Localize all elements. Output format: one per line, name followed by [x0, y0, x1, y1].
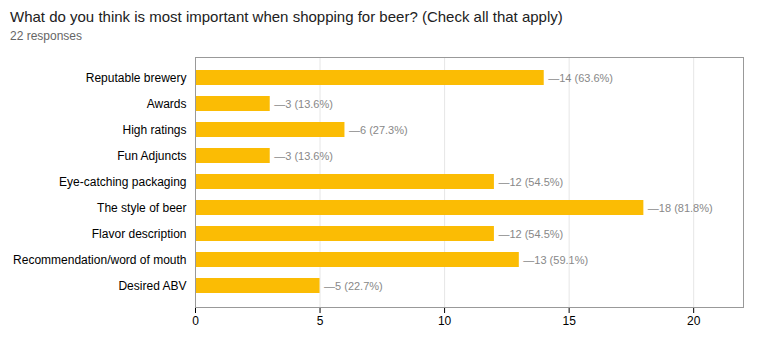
svg-text:—12 (54.5%): —12 (54.5%): [498, 176, 563, 188]
svg-text:—6 (27.3%): —6 (27.3%): [349, 124, 408, 136]
svg-text:Awards: Awards: [147, 97, 187, 111]
svg-text:5: 5: [317, 314, 324, 328]
svg-text:Desired ABV: Desired ABV: [118, 279, 186, 293]
svg-text:Fun Adjuncts: Fun Adjuncts: [117, 149, 186, 163]
svg-text:—5 (22.7%): —5 (22.7%): [324, 280, 383, 292]
html-text:22 responses: 22 responses: [10, 29, 82, 43]
svg-text:15: 15: [562, 314, 576, 328]
svg-text:The style of beer: The style of beer: [97, 201, 186, 215]
svg-text:20: 20: [687, 314, 701, 328]
svg-text:—3 (13.6%): —3 (13.6%): [274, 150, 333, 162]
svg-text:—12 (54.5%): —12 (54.5%): [498, 228, 563, 240]
svg-text:—13 (59.1%): —13 (59.1%): [523, 254, 588, 266]
svg-text:—3 (13.6%): —3 (13.6%): [274, 98, 333, 110]
svg-text:Flavor description: Flavor description: [92, 227, 187, 241]
svg-text:Reputable brewery: Reputable brewery: [86, 71, 187, 85]
svg-text:10: 10: [438, 314, 452, 328]
svg-text:Recommendation/word of mouth: Recommendation/word of mouth: [13, 253, 186, 267]
svg-text:Eye-catching packaging: Eye-catching packaging: [59, 175, 186, 189]
svg-text:High ratings: High ratings: [122, 123, 186, 137]
svg-text:—18 (81.8%): —18 (81.8%): [648, 202, 713, 214]
html-text:What do you think is most impo: What do you think is most important when…: [10, 8, 563, 25]
svg-text:0: 0: [192, 314, 199, 328]
svg-text:—14 (63.6%): —14 (63.6%): [548, 72, 613, 84]
